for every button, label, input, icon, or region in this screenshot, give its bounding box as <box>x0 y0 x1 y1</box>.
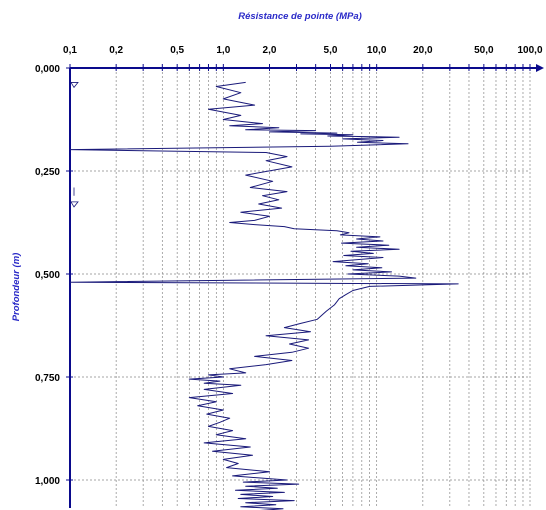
x-tick-label: 50,0 <box>474 45 494 56</box>
chart-title: Résistance de pointe (MPa) <box>238 11 362 22</box>
x-tick-label: 1,0 <box>216 45 230 56</box>
grid-lines <box>70 68 531 508</box>
x-tick-label: 0,2 <box>109 45 123 56</box>
x-tick-label: 10,0 <box>367 45 387 56</box>
axes <box>66 64 544 508</box>
y-tick-label: 1,000 <box>35 476 60 487</box>
x-tick-label: 5,0 <box>324 45 338 56</box>
y-tick-label: 0,000 <box>35 64 60 75</box>
x-tick-label: 0,5 <box>170 45 184 56</box>
x-tick-label: 100,0 <box>517 45 542 56</box>
water-level-marker <box>70 201 79 208</box>
profile-line <box>69 81 459 510</box>
y-tick-label: 0,750 <box>35 373 60 384</box>
x-tick-labels: 0,1 0,2 0,5 1,0 2,0 5,0 10,0 20,0 50,0 100,0 <box>63 45 543 56</box>
water-level-markers <box>70 82 79 208</box>
y-tick-label: 0,500 <box>35 270 60 281</box>
water-level-marker <box>70 82 79 89</box>
x-tick-label: 0,1 <box>63 45 77 56</box>
profile-series <box>69 81 459 510</box>
x-axis-arrow <box>536 64 544 72</box>
y-tick-labels: 0,000 0,250 0,500 0,750 1,000 <box>35 64 60 487</box>
x-tick-label: 2,0 <box>263 45 277 56</box>
y-tick-label: 0,250 <box>35 167 60 178</box>
x-tick-label: 20,0 <box>413 45 433 56</box>
y-axis-label: Profondeur (m) <box>11 253 22 322</box>
